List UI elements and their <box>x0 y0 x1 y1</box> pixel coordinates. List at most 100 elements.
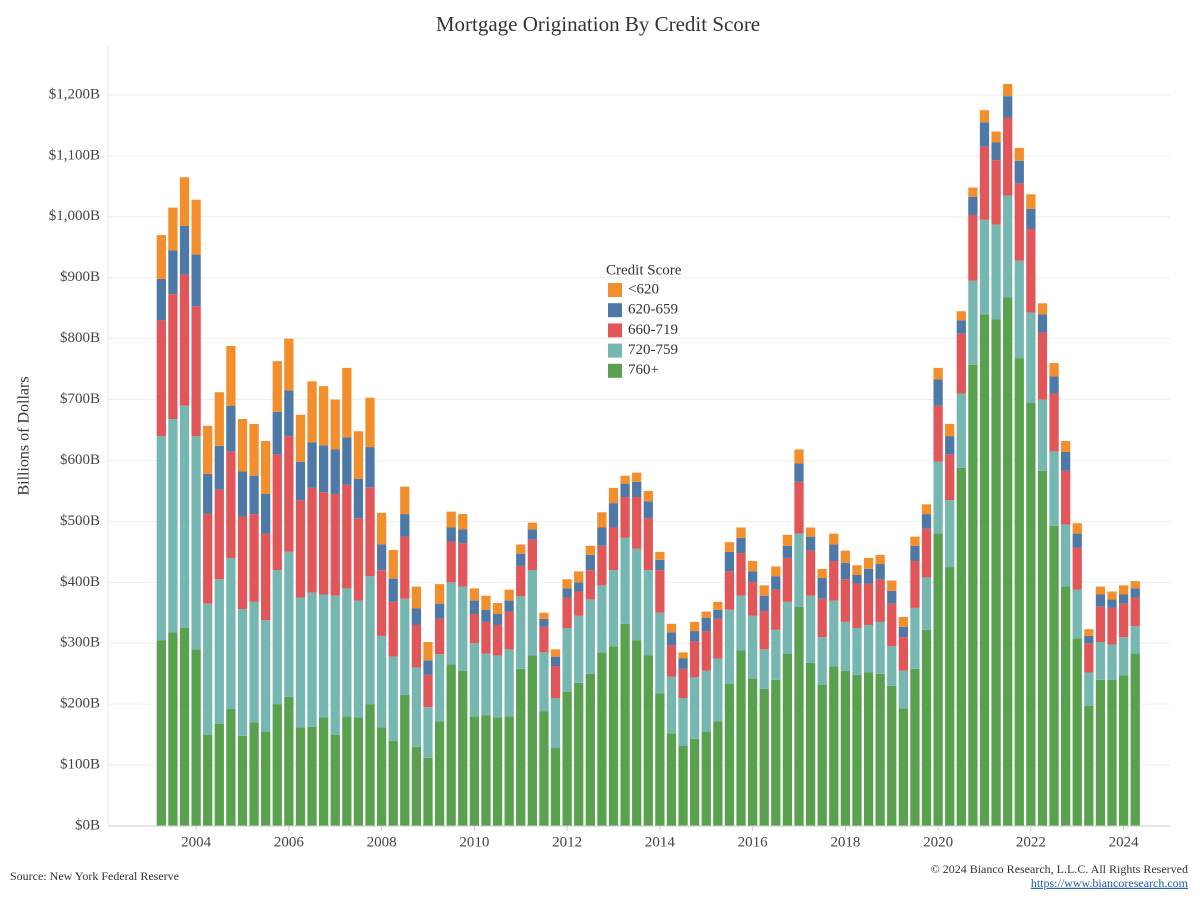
bar-segment <box>1014 147 1024 161</box>
legend-swatch <box>608 363 622 378</box>
bar-segment <box>446 664 456 826</box>
bar-segment <box>1026 208 1036 229</box>
bar-segment <box>585 570 595 600</box>
bar-segment <box>469 716 480 826</box>
bar-segment <box>979 146 990 220</box>
bar-segment <box>1026 402 1036 826</box>
legend-swatch <box>608 343 622 358</box>
x-tick-label: 2020 <box>923 834 953 850</box>
bar-segment <box>550 748 561 826</box>
bar-segment <box>446 511 456 528</box>
legend-label: 760+ <box>628 362 659 378</box>
bar-segment <box>632 548 642 641</box>
bar-segment <box>400 486 410 515</box>
y-tick-label: $100B <box>60 757 100 773</box>
bar-segment <box>817 684 827 826</box>
bar-segment <box>759 649 769 689</box>
bar-segment <box>840 621 851 671</box>
bar-segment <box>921 528 932 578</box>
bar-segment <box>261 620 271 732</box>
bar-segment <box>713 658 723 722</box>
bar-segment <box>724 609 735 685</box>
bar-segment <box>713 721 723 826</box>
bar-segment <box>898 670 908 709</box>
bar-segment <box>400 536 410 599</box>
bar-segment <box>759 688 769 826</box>
bar-segment <box>863 568 874 584</box>
bar-segment <box>295 461 306 501</box>
bar-segment <box>191 436 201 650</box>
bar-segment <box>400 514 410 537</box>
bar-segment <box>458 586 468 671</box>
bar-segment <box>701 731 711 826</box>
bar-segment <box>690 677 700 739</box>
bar-segment <box>191 199 201 255</box>
bar-segment <box>249 601 259 723</box>
bar-segment <box>852 583 862 629</box>
bar-segment <box>342 367 352 438</box>
bar-segment <box>527 539 537 571</box>
bar-segment <box>1084 643 1094 673</box>
bar-segment <box>1095 642 1106 680</box>
legend-label: 660-719 <box>628 322 678 338</box>
bar-segment <box>979 314 990 826</box>
bar-segment <box>887 580 897 591</box>
bar-segment <box>492 613 503 625</box>
bar-segment <box>713 609 723 619</box>
bar-segment <box>203 473 213 514</box>
bar-segment <box>597 652 607 826</box>
bar-segment <box>1003 195 1013 298</box>
bar-segment <box>840 550 851 563</box>
bar-segment <box>1003 96 1013 118</box>
bar-segment <box>1037 399 1048 471</box>
bar-segment <box>504 589 514 601</box>
bar-segment <box>481 609 491 622</box>
bar-segment <box>1107 607 1117 645</box>
bar-segment <box>736 595 746 651</box>
bar-segment <box>550 656 561 667</box>
x-tick-label: 2016 <box>738 834 769 850</box>
bar-segment <box>458 543 468 587</box>
bar-segment <box>423 674 433 708</box>
bar-segment <box>597 545 607 586</box>
bar-segment <box>875 621 885 674</box>
bar-segment <box>1014 183 1024 261</box>
legend-title: Credit Score <box>606 262 682 278</box>
bar-segment <box>168 419 178 633</box>
bar-segment <box>724 542 735 552</box>
bar-segment <box>527 529 537 540</box>
bar-segment <box>469 643 480 717</box>
bar-segment <box>203 425 213 474</box>
bar-segment <box>226 451 236 558</box>
bar-segment <box>910 560 920 608</box>
bar-segment <box>376 635 387 728</box>
bar-segment <box>469 588 480 601</box>
bar-segment <box>365 447 375 488</box>
legend-swatch <box>608 303 622 318</box>
bar-segment <box>481 715 491 826</box>
bar-segment <box>643 501 653 519</box>
bar-segment <box>295 727 306 826</box>
bar-segment <box>434 654 445 722</box>
bar-segment <box>1072 638 1082 826</box>
bar-segment <box>504 611 514 650</box>
bar-segment <box>678 668 688 699</box>
bar-segment <box>690 621 700 632</box>
bar-segment <box>898 637 908 671</box>
bar-segment <box>423 757 433 826</box>
y-tick-label: $900B <box>60 269 100 285</box>
bar-segment <box>666 733 677 826</box>
bar-segment <box>1130 626 1140 654</box>
bar-segment <box>168 250 178 295</box>
website-link[interactable]: https://www.biancoresearch.com <box>1031 876 1189 890</box>
legend-label: <620 <box>628 281 659 297</box>
bar-segment <box>469 600 480 614</box>
x-tick-label: 2022 <box>1016 834 1046 850</box>
website-link-text[interactable]: https://www.biancoresearch.com <box>1031 876 1189 890</box>
bar-segment <box>179 628 190 826</box>
bar-segment <box>829 600 839 667</box>
bar-segment <box>516 596 526 669</box>
bar-segment <box>956 393 966 468</box>
x-tick-label: 2012 <box>552 834 582 850</box>
y-tick-label: $300B <box>60 635 100 651</box>
